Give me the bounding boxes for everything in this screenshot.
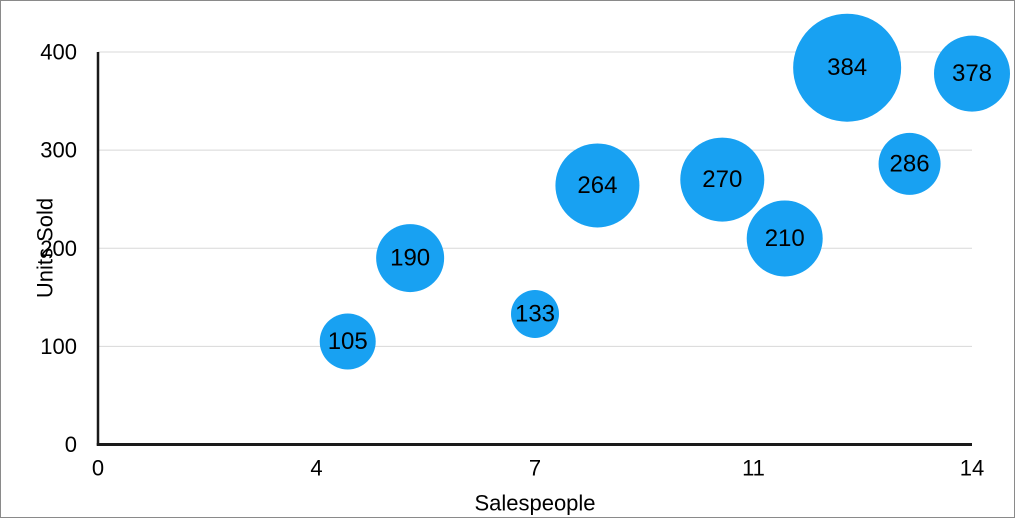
bubble-value-label: 190 <box>390 245 430 272</box>
bubble[interactable] <box>555 143 640 228</box>
bubble[interactable] <box>376 224 445 293</box>
y-axis-tick-label: 400 <box>40 40 77 65</box>
bubble[interactable] <box>793 13 902 122</box>
bubble[interactable] <box>746 200 823 277</box>
bubble[interactable] <box>511 289 559 338</box>
x-axis-tick-label: 0 <box>92 456 104 481</box>
x-axis-tick-label: 11 <box>742 456 765 481</box>
bubble-value-label: 210 <box>765 225 805 252</box>
axes-layer <box>96 52 972 446</box>
bubble[interactable] <box>319 313 376 370</box>
x-axis-title: Salespeople <box>474 491 595 516</box>
y-axis-title: Units Sold <box>33 198 58 298</box>
bubble[interactable] <box>680 137 765 222</box>
bubble-value-label: 378 <box>952 60 992 87</box>
x-axis-tick-label: 7 <box>529 456 541 481</box>
bubble-value-label: 270 <box>702 166 742 193</box>
x-axis-tick-label: 14 <box>960 456 984 481</box>
bubble[interactable] <box>878 132 941 195</box>
bubble-value-label: 264 <box>577 172 617 199</box>
bubble-value-label: 384 <box>827 54 867 81</box>
bubble-value-label: 133 <box>515 300 555 327</box>
bubble-value-label: 286 <box>890 150 930 177</box>
x-axis-tick-label: 4 <box>310 456 322 481</box>
y-axis-tick-label: 100 <box>40 334 77 359</box>
bubble[interactable] <box>934 35 1010 112</box>
bubble-value-label: 105 <box>328 328 368 355</box>
y-axis-tick-label: 300 <box>40 138 77 163</box>
tick-labels-layer: 0 100 200 300 400 0 4 7 11 14 <box>40 40 984 481</box>
y-axis-tick-label: 200 <box>40 236 77 261</box>
y-axis-tick-label: 0 <box>65 432 77 457</box>
bubbles-layer: 105 190 133 264 270 210 384 286 378 <box>319 13 1010 370</box>
